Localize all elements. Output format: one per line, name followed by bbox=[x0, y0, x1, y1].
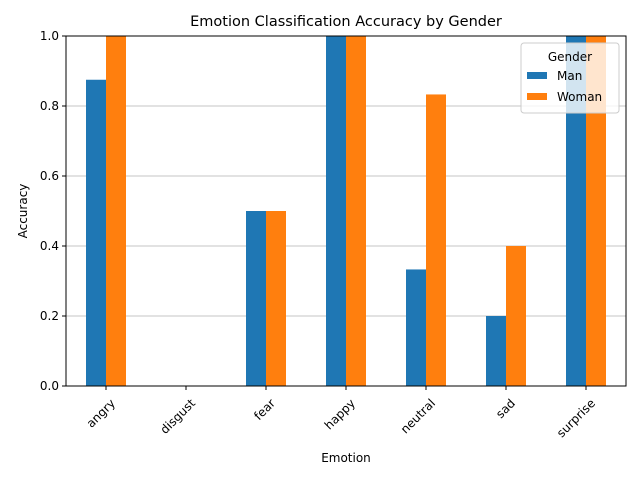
legend-label-man: Man bbox=[557, 69, 582, 83]
bar-man-neutral bbox=[406, 269, 426, 386]
bar-man-surprise bbox=[566, 36, 586, 386]
y-tick-label: 0.0 bbox=[40, 379, 59, 393]
legend-label-woman: Woman bbox=[557, 90, 602, 104]
bar-man-happy bbox=[326, 36, 346, 386]
y-tick-label: 0.6 bbox=[40, 169, 59, 183]
bar-man-angry bbox=[86, 79, 106, 386]
x-tick-label: neutral bbox=[398, 396, 438, 436]
x-axis-title: Emotion bbox=[321, 451, 371, 465]
bar-man-sad bbox=[486, 316, 506, 386]
legend-swatch-man bbox=[527, 72, 547, 79]
bar-woman-angry bbox=[106, 36, 126, 386]
bar-woman-happy bbox=[346, 36, 366, 386]
x-tick-label: happy bbox=[322, 396, 358, 432]
bar-woman-neutral bbox=[426, 94, 446, 386]
legend-swatch-woman bbox=[527, 93, 547, 100]
legend-title: Gender bbox=[548, 50, 592, 64]
x-axis: angry disgust fear happy neutral sad surprise bbox=[84, 386, 598, 440]
x-tick-label: disgust bbox=[157, 396, 198, 437]
y-tick-label: 0.2 bbox=[40, 309, 59, 323]
x-tick-label: sad bbox=[493, 396, 518, 421]
x-tick-label: fear bbox=[251, 396, 278, 423]
y-axis-title: Accuracy bbox=[16, 184, 30, 239]
y-tick-label: 1.0 bbox=[40, 29, 59, 43]
bar-woman-sad bbox=[506, 246, 526, 386]
y-tick-label: 0.8 bbox=[40, 99, 59, 113]
y-axis: 0.0 0.2 0.4 0.6 0.8 1.0 bbox=[40, 29, 66, 393]
chart-title: Emotion Classification Accuracy by Gende… bbox=[190, 14, 502, 30]
bar-woman-surprise bbox=[586, 36, 606, 386]
x-tick-label: surprise bbox=[554, 396, 598, 440]
y-tick-label: 0.4 bbox=[40, 239, 59, 253]
legend: Gender Man Woman bbox=[520, 42, 620, 114]
bars bbox=[86, 36, 606, 386]
bar-man-fear bbox=[246, 211, 266, 386]
x-tick-label: angry bbox=[84, 396, 118, 430]
bar-woman-fear bbox=[266, 211, 286, 386]
